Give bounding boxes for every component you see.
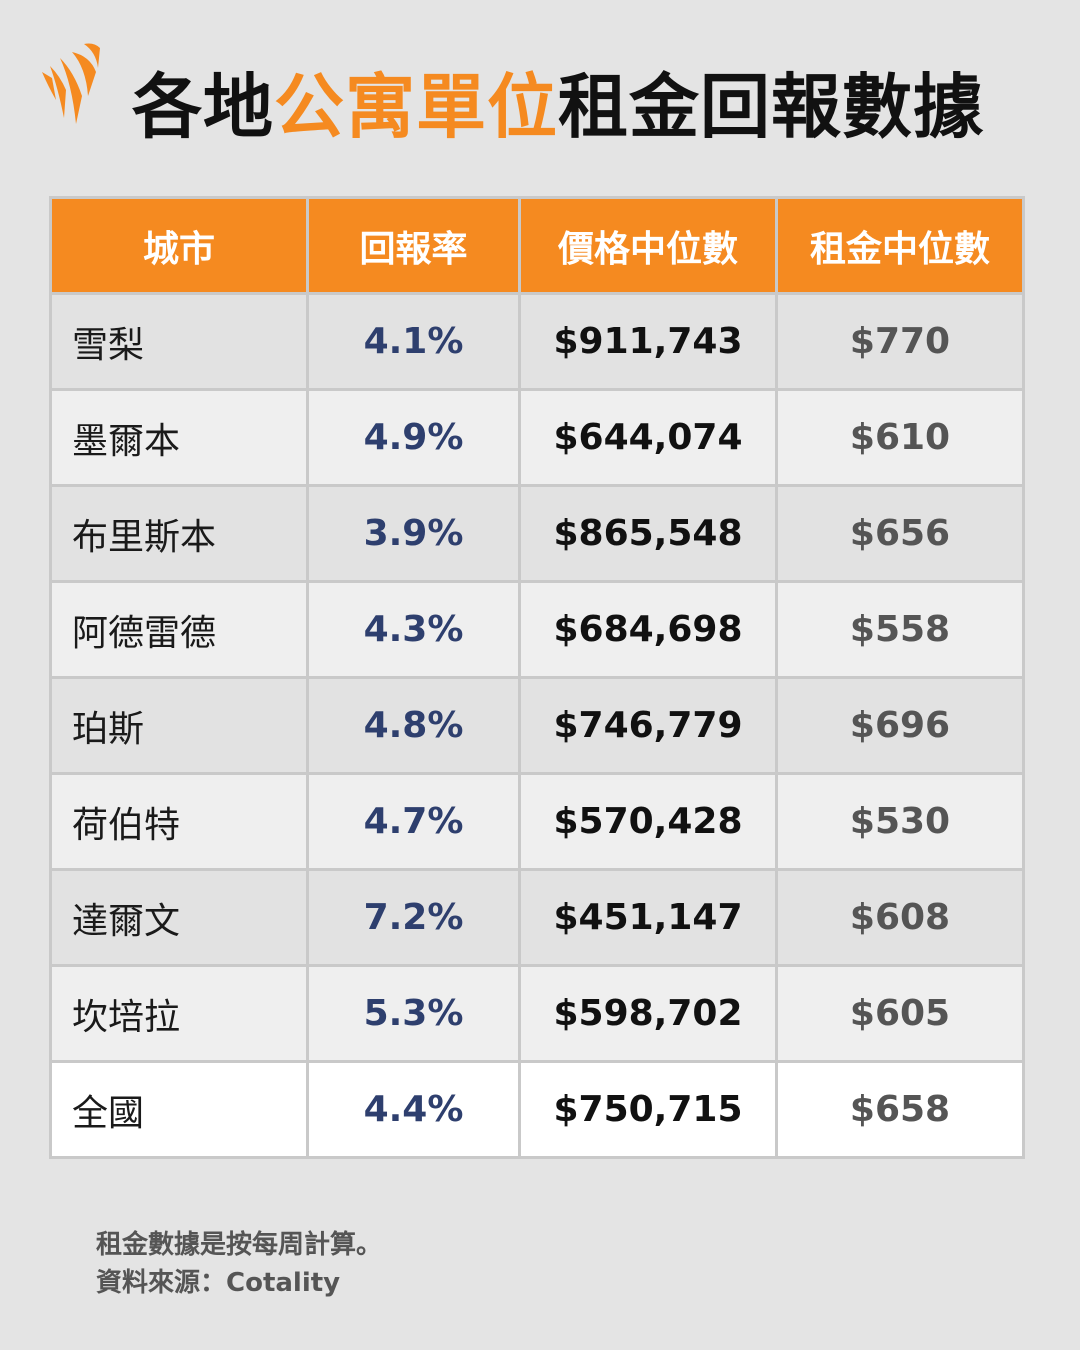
city-cell: 全國 [49,1060,309,1159]
city-cell: 阿德雷德 [49,580,309,679]
column-header-rent: 租金中位數 [775,196,1025,295]
rent-cell: $608 [775,868,1025,967]
sbs-flame-logo-icon [42,43,100,124]
footnote-frequency: 租金數據是按每周計算。 [96,1230,383,1260]
table-row: 坎培拉 5.3% $598,702 $605 [49,964,1025,1063]
city-cell: 珀斯 [49,676,309,775]
rate-cell: 5.3% [306,964,521,1063]
rent-cell: $558 [775,580,1025,679]
footnote: 租金數據是按每周計算。 資料來源：Cotality [96,1226,382,1302]
city-cell: 布里斯本 [49,484,309,583]
column-header-rate: 回報率 [306,196,521,295]
rate-cell: 4.7% [306,772,521,871]
rent-cell: $770 [775,292,1025,391]
rent-cell: $696 [775,676,1025,775]
table-row: 阿德雷德 4.3% $684,698 $558 [49,580,1025,679]
footnote-source: 資料來源：Cotality [96,1268,341,1298]
city-cell: 坎培拉 [49,964,309,1063]
column-header-city: 城市 [49,196,309,295]
price-cell: $644,074 [518,388,778,487]
rent-cell: $656 [775,484,1025,583]
rent-cell: $610 [775,388,1025,487]
rent-cell: $530 [775,772,1025,871]
title-part2: 租金回報數據 [558,66,984,148]
table-row: 墨爾本 4.9% $644,074 $610 [49,388,1025,487]
city-cell: 雪梨 [49,292,309,391]
price-cell: $911,743 [518,292,778,391]
rental-yield-table: 城市 回報率 價格中位數 租金中位數 雪梨 4.1% $911,743 $770… [49,196,1025,1159]
price-cell: $750,715 [518,1060,778,1159]
page-title: 各地公寓單位租金回報數據 [132,62,984,152]
price-cell: $684,698 [518,580,778,679]
price-cell: $746,779 [518,676,778,775]
price-cell: $570,428 [518,772,778,871]
rate-cell: 4.3% [306,580,521,679]
rate-cell: 7.2% [306,868,521,967]
rate-cell: 4.1% [306,292,521,391]
table-row: 雪梨 4.1% $911,743 $770 [49,292,1025,391]
city-cell: 荷伯特 [49,772,309,871]
price-cell: $451,147 [518,868,778,967]
rate-cell: 4.8% [306,676,521,775]
rate-cell: 4.9% [306,388,521,487]
rate-cell: 3.9% [306,484,521,583]
table-row: 達爾文 7.2% $451,147 $608 [49,868,1025,967]
table-row-national-total: 全國 4.4% $750,715 $658 [49,1060,1025,1159]
price-cell: $598,702 [518,964,778,1063]
rent-cell: $605 [775,964,1025,1063]
rate-cell: 4.4% [306,1060,521,1159]
city-cell: 墨爾本 [49,388,309,487]
price-cell: $865,548 [518,484,778,583]
table-header-row: 城市 回報率 價格中位數 租金中位數 [49,196,1025,295]
table-row: 荷伯特 4.7% $570,428 $530 [49,772,1025,871]
title-accent: 公寓單位 [274,66,558,148]
rent-cell: $658 [775,1060,1025,1159]
city-cell: 達爾文 [49,868,309,967]
table-row: 珀斯 4.8% $746,779 $696 [49,676,1025,775]
column-header-price: 價格中位數 [518,196,778,295]
table-row: 布里斯本 3.9% $865,548 $656 [49,484,1025,583]
title-part1: 各地 [132,66,274,148]
